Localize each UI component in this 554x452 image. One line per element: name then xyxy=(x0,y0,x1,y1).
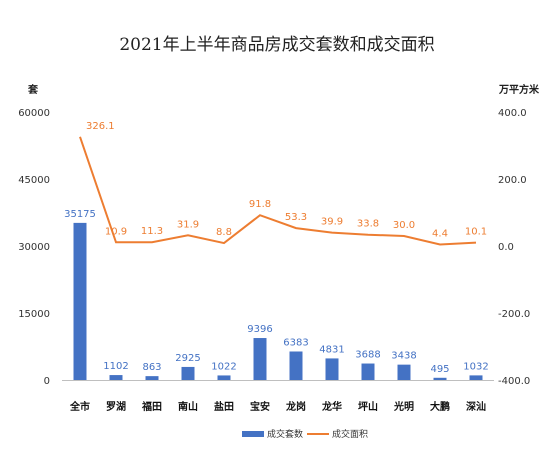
category-label: 福田 xyxy=(141,400,162,413)
category-labels: 全市 罗湖 福田 南山 盐田 宝安 龙岗 龙华 坪山 光明 大鹏 深汕 xyxy=(69,400,486,413)
bar xyxy=(73,222,87,380)
line-data-label: 10.9 xyxy=(105,226,127,237)
right-tick-label: -400.0 xyxy=(498,376,530,387)
left-tick-label: 0 xyxy=(44,376,50,387)
bar xyxy=(145,376,159,380)
bar xyxy=(109,375,123,380)
bar-data-label: 1102 xyxy=(103,361,128,372)
bar xyxy=(397,364,411,380)
line-data-label: 31.9 xyxy=(177,219,199,230)
right-axis-unit: 万平方米 xyxy=(498,83,540,96)
bar xyxy=(217,375,231,380)
category-label: 坪山 xyxy=(358,400,378,413)
bar-labels: 35175 1102 863 2925 1022 9396 6383 4831 3688 3438… xyxy=(64,209,489,375)
bar-data-label: 863 xyxy=(142,362,161,373)
left-axis-unit: 套 xyxy=(27,83,39,96)
left-tick-label: 45000 xyxy=(18,175,50,186)
category-label: 龙华 xyxy=(321,400,342,413)
line-data-label: 8.8 xyxy=(216,227,232,238)
line-data-label: 10.1 xyxy=(465,227,487,238)
bar-data-label: 6383 xyxy=(283,337,308,348)
line-data-label: 326.1 xyxy=(86,121,115,132)
line-data-label: 53.3 xyxy=(285,212,307,223)
category-label: 宝安 xyxy=(250,400,270,413)
bar xyxy=(289,351,303,380)
line-labels: 326.1 10.9 11.3 31.9 8.8 91.8 53.3 39.9 33.8 30.0… xyxy=(86,121,487,240)
line-data-label: 4.4 xyxy=(432,229,448,240)
bar xyxy=(469,375,483,380)
line-data-label: 39.9 xyxy=(321,217,343,228)
bar-data-label: 35175 xyxy=(64,209,96,220)
right-axis-ticks: -400.0 -200.0 0.0 200.0 400.0 xyxy=(498,108,530,387)
legend: 成交套数 成交面积 xyxy=(242,428,368,440)
left-axis-ticks: 0 15000 30000 45000 60000 xyxy=(18,108,50,387)
bar-data-label: 3438 xyxy=(391,351,416,362)
line-data-label: 33.8 xyxy=(357,219,379,230)
category-label: 大鹏 xyxy=(430,400,450,413)
right-tick-label: 0.0 xyxy=(498,242,514,253)
category-label: 深汕 xyxy=(466,400,486,413)
category-label: 盐田 xyxy=(214,400,234,413)
bar-data-label: 9396 xyxy=(247,324,272,335)
category-label: 全市 xyxy=(69,400,90,413)
legend-bar-swatch xyxy=(242,431,264,437)
category-label: 龙岗 xyxy=(285,400,306,413)
legend-line-label: 成交面积 xyxy=(332,428,368,440)
category-label: 南山 xyxy=(178,400,198,413)
right-tick-label: -200.0 xyxy=(498,309,530,320)
bar xyxy=(181,366,195,380)
left-tick-label: 60000 xyxy=(18,108,50,119)
bar xyxy=(433,377,447,380)
bar-data-label: 3688 xyxy=(355,350,380,361)
chart-title: 2021年上半年商品房成交套数和成交面积 xyxy=(119,35,434,55)
category-label: 罗湖 xyxy=(106,400,126,413)
legend-bar-label: 成交套数 xyxy=(267,428,303,440)
left-tick-label: 15000 xyxy=(18,309,50,320)
bar-data-label: 1022 xyxy=(211,361,236,372)
bar-data-label: 495 xyxy=(430,364,449,375)
category-label: 光明 xyxy=(393,400,414,413)
bar-data-label: 4831 xyxy=(319,344,344,355)
bar-series xyxy=(73,222,483,380)
line-data-label: 11.3 xyxy=(141,226,163,237)
line-data-label: 91.8 xyxy=(249,199,271,210)
bar xyxy=(361,363,375,380)
bar xyxy=(325,358,339,380)
bar-data-label: 2925 xyxy=(175,353,200,364)
line-series xyxy=(79,136,477,246)
left-tick-label: 30000 xyxy=(18,242,50,253)
bar-data-label: 1032 xyxy=(463,361,488,372)
bar xyxy=(253,338,267,380)
right-tick-label: 200.0 xyxy=(498,175,527,186)
line-data-label: 30.0 xyxy=(393,220,415,231)
right-tick-label: 400.0 xyxy=(498,108,527,119)
